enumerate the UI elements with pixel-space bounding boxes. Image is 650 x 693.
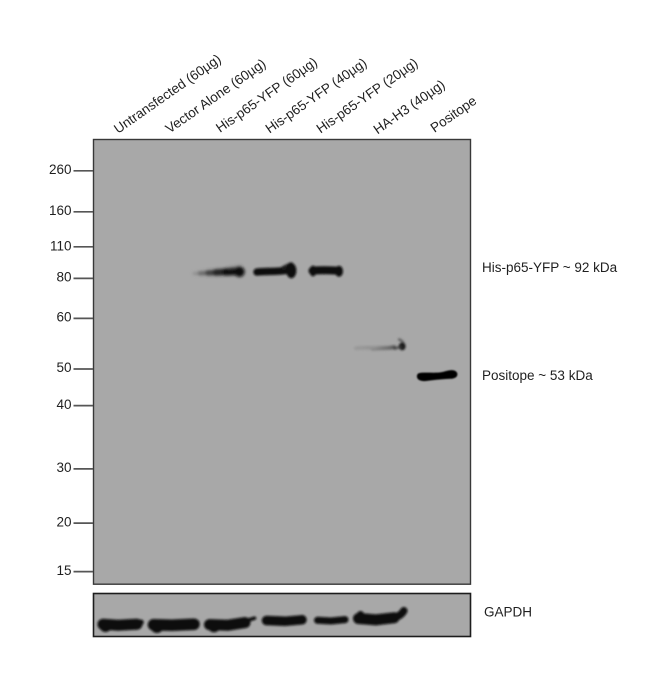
svg-text:GAPDH: GAPDH — [484, 605, 532, 620]
svg-text:110: 110 — [50, 239, 72, 254]
svg-text:20: 20 — [56, 514, 71, 529]
svg-text:50: 50 — [56, 360, 71, 375]
svg-text:His-p65-YFP ~ 92 kDa: His-p65-YFP ~ 92 kDa — [482, 260, 618, 275]
svg-text:15: 15 — [56, 563, 71, 578]
svg-text:60: 60 — [56, 310, 71, 325]
svg-text:Positope: Positope — [428, 93, 480, 135]
svg-text:160: 160 — [49, 203, 72, 218]
svg-text:260: 260 — [49, 162, 72, 177]
svg-text:Positope ~ 53 kDa: Positope ~ 53 kDa — [482, 368, 593, 383]
svg-text:40: 40 — [56, 397, 71, 412]
svg-text:80: 80 — [56, 270, 71, 285]
svg-text:30: 30 — [56, 460, 71, 475]
